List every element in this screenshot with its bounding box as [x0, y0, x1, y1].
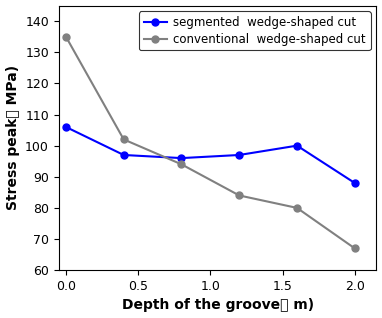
X-axis label: Depth of the groove（ m): Depth of the groove（ m)	[121, 299, 314, 313]
segmented  wedge-shaped cut	[179, 156, 184, 160]
segmented  wedge-shaped cut	[121, 153, 126, 157]
Legend: segmented  wedge-shaped cut, conventional  wedge-shaped cut: segmented wedge-shaped cut, conventional…	[139, 11, 371, 51]
conventional  wedge-shaped cut	[353, 246, 357, 250]
conventional  wedge-shaped cut	[295, 206, 299, 210]
segmented  wedge-shaped cut	[237, 153, 241, 157]
conventional  wedge-shaped cut	[121, 137, 126, 141]
conventional  wedge-shaped cut	[237, 194, 241, 197]
conventional  wedge-shaped cut	[64, 35, 68, 38]
segmented  wedge-shaped cut	[295, 144, 299, 148]
segmented  wedge-shaped cut	[64, 125, 68, 129]
segmented  wedge-shaped cut	[353, 181, 357, 185]
Line: conventional  wedge-shaped cut: conventional wedge-shaped cut	[63, 33, 358, 252]
conventional  wedge-shaped cut	[179, 162, 184, 166]
Line: segmented  wedge-shaped cut: segmented wedge-shaped cut	[63, 123, 358, 186]
Y-axis label: Stress peak（ MPa): Stress peak（ MPa)	[6, 65, 19, 211]
